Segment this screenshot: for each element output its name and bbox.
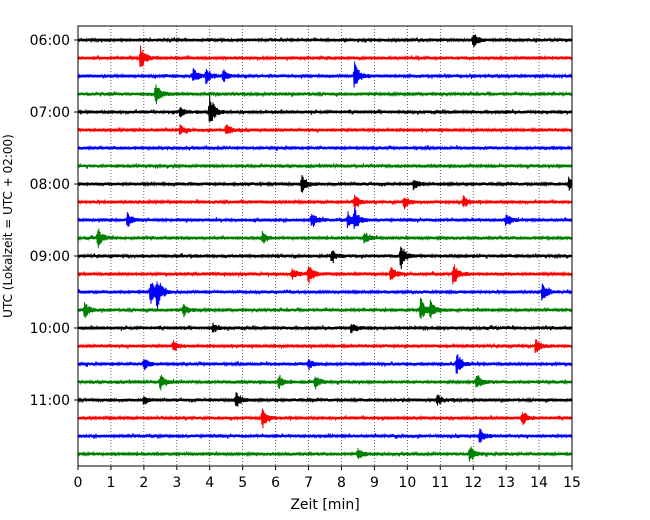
trace-1115 (77, 408, 573, 429)
trace-group (77, 34, 573, 462)
y-tick-label: 07:00 (30, 105, 70, 121)
trace-0930 (77, 281, 573, 310)
trace-1130 (77, 428, 573, 443)
x-tick-label: 8 (337, 475, 346, 491)
y-axis-ticks: 06:00 07:00 08:00 09:00 10:00 11:00 (30, 33, 78, 409)
trace-0915 (77, 264, 573, 285)
trace-1145 (77, 446, 573, 462)
y-axis-label: UTC (Lokalzeit = UTC + 02:00) (1, 134, 15, 318)
trace-0615 (77, 45, 573, 68)
trace-0715 (77, 124, 573, 135)
x-tick-label: 6 (271, 475, 280, 491)
trace-1030 (77, 354, 573, 375)
trace-1045 (77, 374, 573, 391)
x-tick-label: 13 (497, 475, 515, 491)
x-tick-label: 7 (304, 475, 313, 491)
trace-0800 (77, 174, 573, 193)
x-tick-label: 2 (139, 475, 148, 491)
x-tick-label: 11 (431, 475, 449, 491)
trace-0730 (77, 144, 573, 152)
x-tick-label: 10 (398, 475, 416, 491)
x-tick-label: 12 (464, 475, 482, 491)
trace-0815 (77, 194, 573, 210)
trace-0645 (77, 84, 573, 105)
trace-0845 (77, 228, 573, 249)
x-tick-label: 5 (238, 475, 247, 491)
trace-1000 (77, 322, 573, 334)
x-tick-label: 1 (106, 475, 115, 491)
trace-0600 (77, 34, 573, 47)
trace-1015 (77, 339, 573, 354)
x-axis-label: Zeit [min] (290, 497, 359, 513)
x-tick-label: 14 (530, 475, 548, 491)
trace-0900 (77, 246, 573, 270)
trace-0700 (77, 95, 573, 122)
x-tick-label: 15 (563, 475, 581, 491)
x-tick-label: 3 (172, 475, 181, 491)
plot-frame (77, 25, 573, 467)
trace-0830 (77, 207, 573, 229)
y-tick-label: 11:00 (30, 393, 70, 409)
y-tick-label: 09:00 (30, 249, 70, 265)
x-tick-label: 0 (74, 475, 83, 491)
x-tick-label: 9 (370, 475, 379, 491)
trace-0630 (77, 61, 573, 88)
trace-0745 (77, 162, 573, 170)
y-tick-label: 10:00 (30, 321, 70, 337)
trace-1100 (77, 392, 573, 407)
x-tick-label: 4 (205, 475, 214, 491)
y-tick-label: 06:00 (30, 33, 70, 49)
x-axis-ticks: 0 1 2 3 4 5 6 7 8 9 10 11 12 13 14 15 (74, 466, 581, 491)
y-tick-label: 08:00 (30, 177, 70, 193)
trace-0945 (77, 297, 573, 319)
vertical-gridlines (110, 26, 540, 466)
